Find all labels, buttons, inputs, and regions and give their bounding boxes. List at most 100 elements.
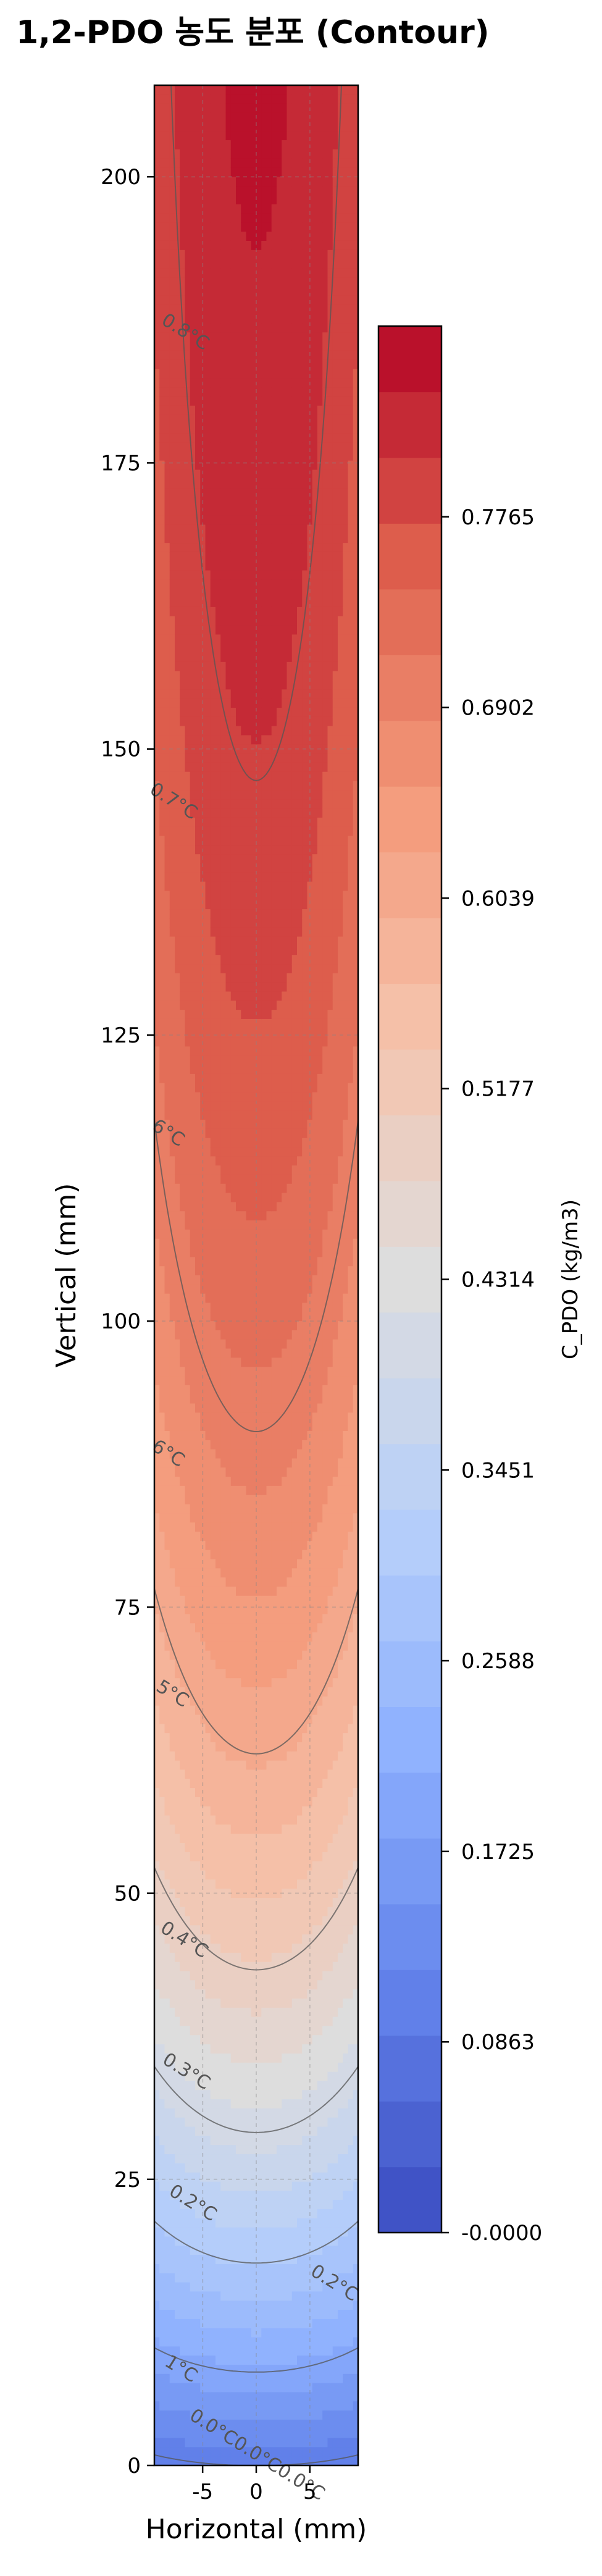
contour-cell [185, 1861, 191, 1871]
contour-cell [190, 771, 196, 782]
contour-cell [185, 1321, 191, 1331]
contour-cell [195, 634, 201, 644]
contour-cell [154, 1980, 160, 1990]
contour-cell [175, 781, 180, 791]
contour-cell [215, 2163, 221, 2173]
contour-cell [180, 2310, 186, 2320]
contour-cell [230, 1028, 236, 1038]
contour-cell [164, 342, 170, 351]
contour-cell [251, 524, 257, 534]
contour-cell [154, 1128, 160, 1139]
contour-cell [154, 1751, 160, 1761]
contour-cell [230, 277, 236, 287]
contour-cell [236, 1513, 241, 1523]
contour-cell [180, 2044, 186, 2054]
contour-cell [246, 1852, 252, 1862]
contour-cell [180, 103, 186, 114]
contour-cell [210, 2090, 216, 2100]
contour-cell [200, 1788, 206, 1798]
contour-cell [200, 1220, 206, 1230]
contour-cell [236, 131, 241, 141]
contour-cell [241, 1211, 247, 1221]
contour-cell [220, 1073, 227, 1084]
contour-cell [251, 240, 257, 251]
contour-cell [200, 304, 206, 315]
contour-cell [195, 1403, 201, 1413]
contour-cell [169, 781, 175, 791]
contour-cell [220, 936, 227, 946]
contour-cell [215, 2035, 221, 2045]
contour-cell [210, 1248, 216, 1257]
contour-cell [175, 2383, 180, 2393]
contour-cell [200, 1797, 206, 1807]
contour-cell [164, 2081, 170, 2091]
contour-cell [190, 1788, 196, 1798]
contour-cell [241, 2044, 247, 2054]
contour-cell [215, 790, 221, 800]
contour-cell [220, 1477, 227, 1487]
contour-cell [210, 497, 216, 507]
contour-cell [159, 1907, 165, 1917]
contour-cell [230, 1779, 236, 1789]
contour-cell [180, 872, 186, 883]
contour-cell [180, 707, 186, 718]
contour-cell [169, 1083, 175, 1093]
contour-cell [215, 2191, 221, 2201]
contour-cell [175, 1834, 180, 1844]
contour-cell [185, 1623, 191, 1633]
contour-cell [190, 1724, 196, 1734]
contour-cell [180, 2227, 186, 2238]
contour-cell [180, 1678, 186, 1688]
contour-cell [230, 2255, 236, 2265]
contour-cell [251, 424, 257, 434]
contour-cell [200, 1586, 206, 1596]
contour-cell [154, 405, 160, 416]
contour-cell [195, 2373, 201, 2384]
contour-cell [185, 1788, 191, 1798]
contour-cell [185, 1385, 191, 1395]
contour-cell [220, 414, 227, 425]
contour-cell [175, 2062, 180, 2073]
contour-cell [185, 1120, 191, 1130]
contour-cell [230, 259, 236, 269]
contour-cell [185, 2026, 191, 2036]
contour-cell [175, 1559, 180, 1569]
contour-cell [185, 753, 191, 763]
contour-cell [159, 1202, 165, 1212]
contour-cell [200, 1357, 206, 1367]
contour-cell [210, 2108, 216, 2118]
contour-cell [190, 790, 196, 800]
contour-cell [185, 2227, 191, 2238]
contour-cell [205, 1989, 211, 1999]
contour-cell [169, 2356, 175, 2365]
contour-cell [215, 2410, 221, 2420]
contour-cell [251, 304, 257, 315]
contour-cell [246, 350, 252, 361]
contour-cell [200, 1477, 206, 1487]
contour-cell [200, 1989, 206, 1999]
contour-cell [225, 1861, 232, 1871]
contour-cell [210, 2373, 216, 2384]
contour-cell [236, 716, 241, 727]
contour-cell [175, 1193, 180, 1203]
contour-cell [175, 946, 180, 955]
contour-cell [200, 2071, 206, 2082]
contour-cell [246, 543, 252, 553]
contour-cell [230, 534, 236, 543]
contour-cell [210, 881, 216, 892]
contour-cell [205, 94, 211, 104]
contour-cell [159, 1834, 165, 1844]
contour-cell [169, 2246, 175, 2255]
contour-cell [185, 1156, 191, 1166]
contour-cell [185, 2090, 191, 2100]
contour-cell [154, 845, 160, 855]
contour-cell [154, 1559, 160, 1569]
contour-cell [190, 2310, 196, 2320]
contour-cell [220, 561, 227, 571]
contour-cell [180, 304, 186, 315]
contour-cell [195, 2337, 201, 2347]
contour-cell [246, 2328, 252, 2338]
contour-cell [190, 1293, 196, 1304]
contour-cell [159, 442, 165, 452]
contour-cell [200, 2346, 206, 2356]
